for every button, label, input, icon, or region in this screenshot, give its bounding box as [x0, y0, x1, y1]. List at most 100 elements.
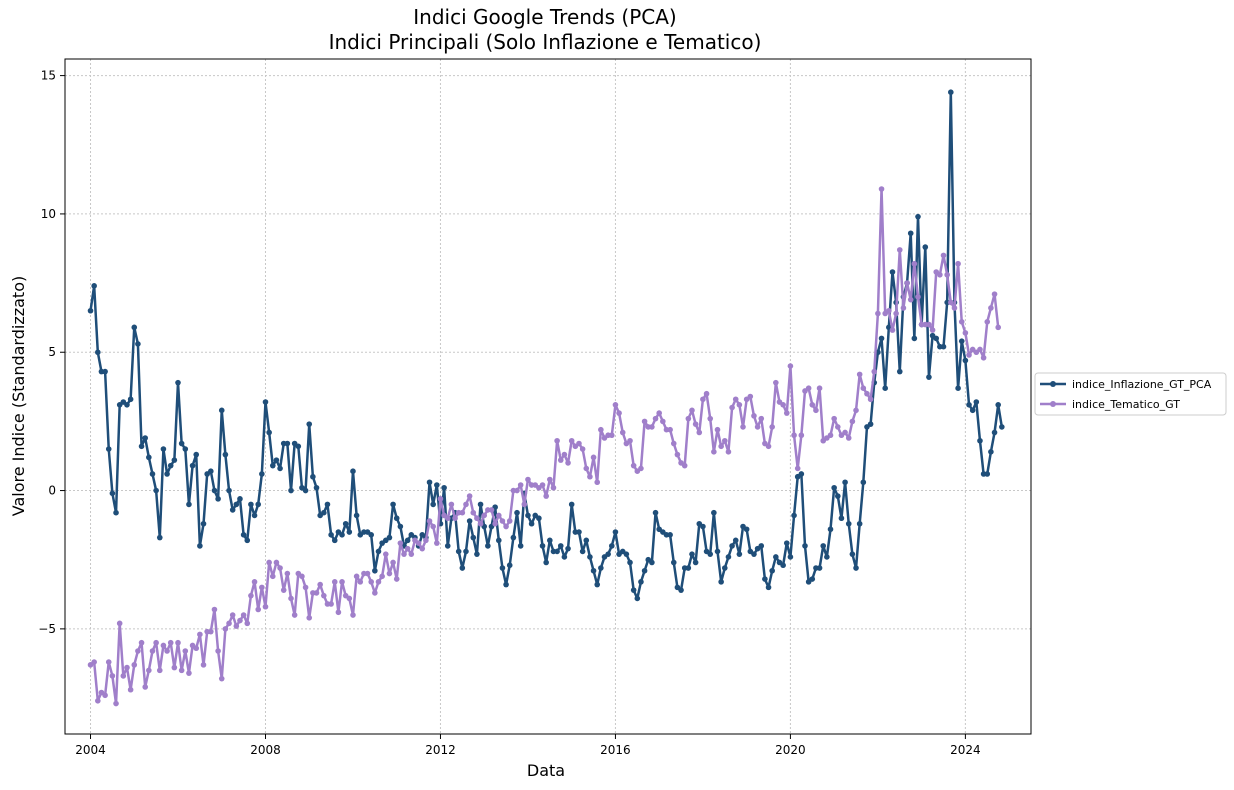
data-point — [240, 612, 247, 618]
data-point — [652, 415, 659, 422]
data-point — [958, 338, 965, 344]
data-point — [539, 482, 546, 488]
chart-title: Indici Google Trends (PCA) — [413, 5, 676, 29]
series-line — [89, 187, 1000, 705]
data-point — [135, 648, 141, 654]
data-point — [397, 523, 404, 530]
data-point — [434, 540, 440, 546]
data-point — [164, 471, 170, 477]
data-point — [605, 551, 611, 557]
x-tick-label: 2024 — [950, 743, 981, 757]
data-point — [692, 421, 699, 427]
data-point — [667, 532, 673, 538]
data-point — [937, 271, 943, 278]
data-point — [667, 426, 673, 433]
data-point — [477, 501, 484, 508]
data-point — [798, 432, 805, 439]
data-point — [273, 457, 280, 463]
data-point — [193, 645, 200, 652]
data-point — [525, 476, 531, 483]
data-point — [554, 548, 560, 555]
data-point — [404, 537, 411, 544]
data-point — [824, 554, 830, 560]
data-point — [339, 532, 345, 538]
data-point — [751, 551, 757, 557]
data-point — [543, 559, 549, 566]
data-point — [390, 559, 396, 566]
data-point — [988, 305, 994, 311]
data-point — [980, 354, 987, 361]
data-point — [681, 462, 688, 469]
legend-item-tematico: indice_Tematico_GT — [1040, 398, 1180, 411]
data-point — [510, 534, 517, 541]
data-point — [149, 471, 156, 477]
data-point — [113, 700, 119, 707]
data-point — [182, 648, 189, 654]
data-point — [977, 437, 983, 444]
data-point — [608, 543, 615, 549]
legend-label-tematico: indice_Tematico_GT — [1072, 398, 1180, 411]
data-point — [722, 437, 728, 444]
data-point — [240, 532, 247, 538]
data-point — [594, 479, 601, 486]
data-point — [878, 335, 885, 342]
data-point — [171, 457, 178, 463]
data-point — [495, 512, 502, 519]
data-point — [907, 230, 914, 237]
data-point — [167, 462, 174, 469]
data-point — [696, 429, 703, 436]
data-point — [463, 548, 469, 555]
data-point — [736, 551, 743, 557]
data-point — [346, 529, 353, 535]
data-point — [722, 565, 728, 571]
data-point — [328, 601, 334, 607]
data-point — [557, 457, 564, 463]
data-point — [233, 623, 240, 629]
data-point — [718, 579, 724, 585]
data-point — [153, 487, 159, 494]
data-point — [321, 592, 327, 599]
data-point — [711, 509, 717, 516]
data-point — [765, 443, 772, 450]
data-point — [670, 559, 677, 566]
data-point — [692, 559, 699, 566]
y-tick-label: 15 — [41, 69, 56, 83]
data-point — [780, 402, 786, 408]
x-tick-label: 2020 — [775, 743, 806, 757]
data-point — [95, 698, 101, 704]
data-point — [860, 479, 867, 486]
data-point — [164, 648, 170, 654]
data-point — [856, 371, 863, 378]
data-point — [958, 319, 965, 325]
data-point — [630, 587, 637, 593]
data-point — [528, 520, 535, 527]
data-point — [95, 349, 101, 356]
data-point — [616, 410, 622, 416]
data-point — [382, 551, 389, 557]
data-point — [718, 443, 724, 450]
data-point — [259, 471, 265, 477]
data-point — [656, 410, 662, 416]
data-point — [944, 271, 950, 278]
data-point — [882, 385, 888, 392]
data-point — [226, 620, 232, 627]
data-point — [955, 260, 961, 267]
data-point — [729, 404, 735, 411]
data-point — [255, 501, 261, 508]
data-point — [638, 579, 644, 585]
data-point — [138, 443, 145, 450]
data-point — [765, 584, 772, 591]
data-point — [215, 496, 221, 502]
data-point — [539, 543, 546, 549]
data-point — [962, 330, 969, 336]
data-point — [725, 554, 732, 560]
data-point — [929, 327, 936, 333]
data-point — [200, 662, 207, 668]
data-point — [732, 537, 739, 544]
data-point — [805, 385, 812, 392]
data-point — [568, 501, 575, 508]
data-point — [827, 526, 834, 533]
data-point — [576, 440, 582, 447]
data-point — [310, 473, 316, 480]
data-point — [561, 451, 568, 458]
